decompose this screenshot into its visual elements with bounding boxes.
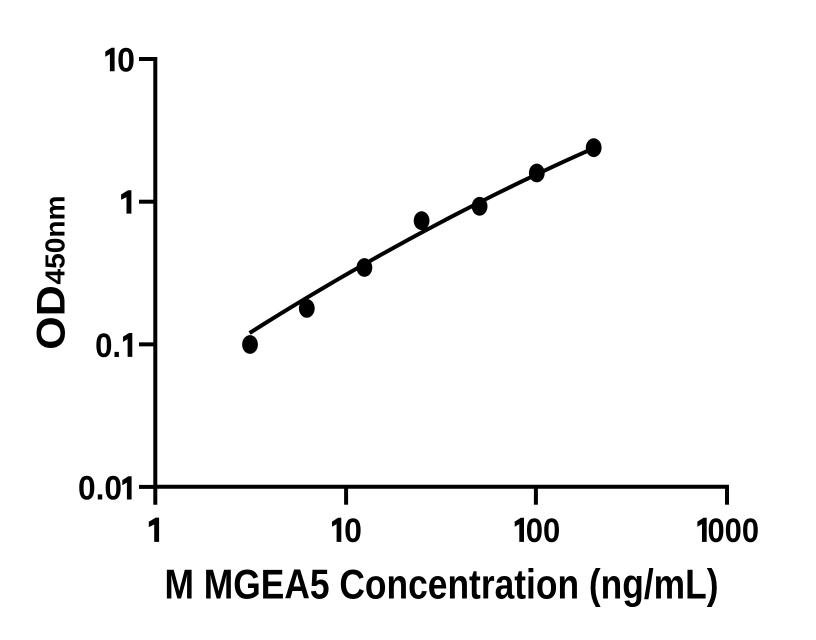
svg-text:0.0: 0.0 [78, 470, 122, 508]
svg-text:000: 000 [708, 512, 760, 550]
svg-text:M MGEA5 Concentration (ng/mL): M MGEA5 Concentration (ng/mL) [165, 560, 719, 607]
svg-text:0.: 0. [95, 327, 121, 365]
svg-text:0: 0 [117, 42, 135, 80]
svg-text:450nm: 450nm [40, 196, 71, 285]
svg-text:00: 00 [526, 512, 561, 550]
svg-text:0: 0 [344, 512, 362, 550]
svg-text:OD: OD [30, 285, 74, 350]
